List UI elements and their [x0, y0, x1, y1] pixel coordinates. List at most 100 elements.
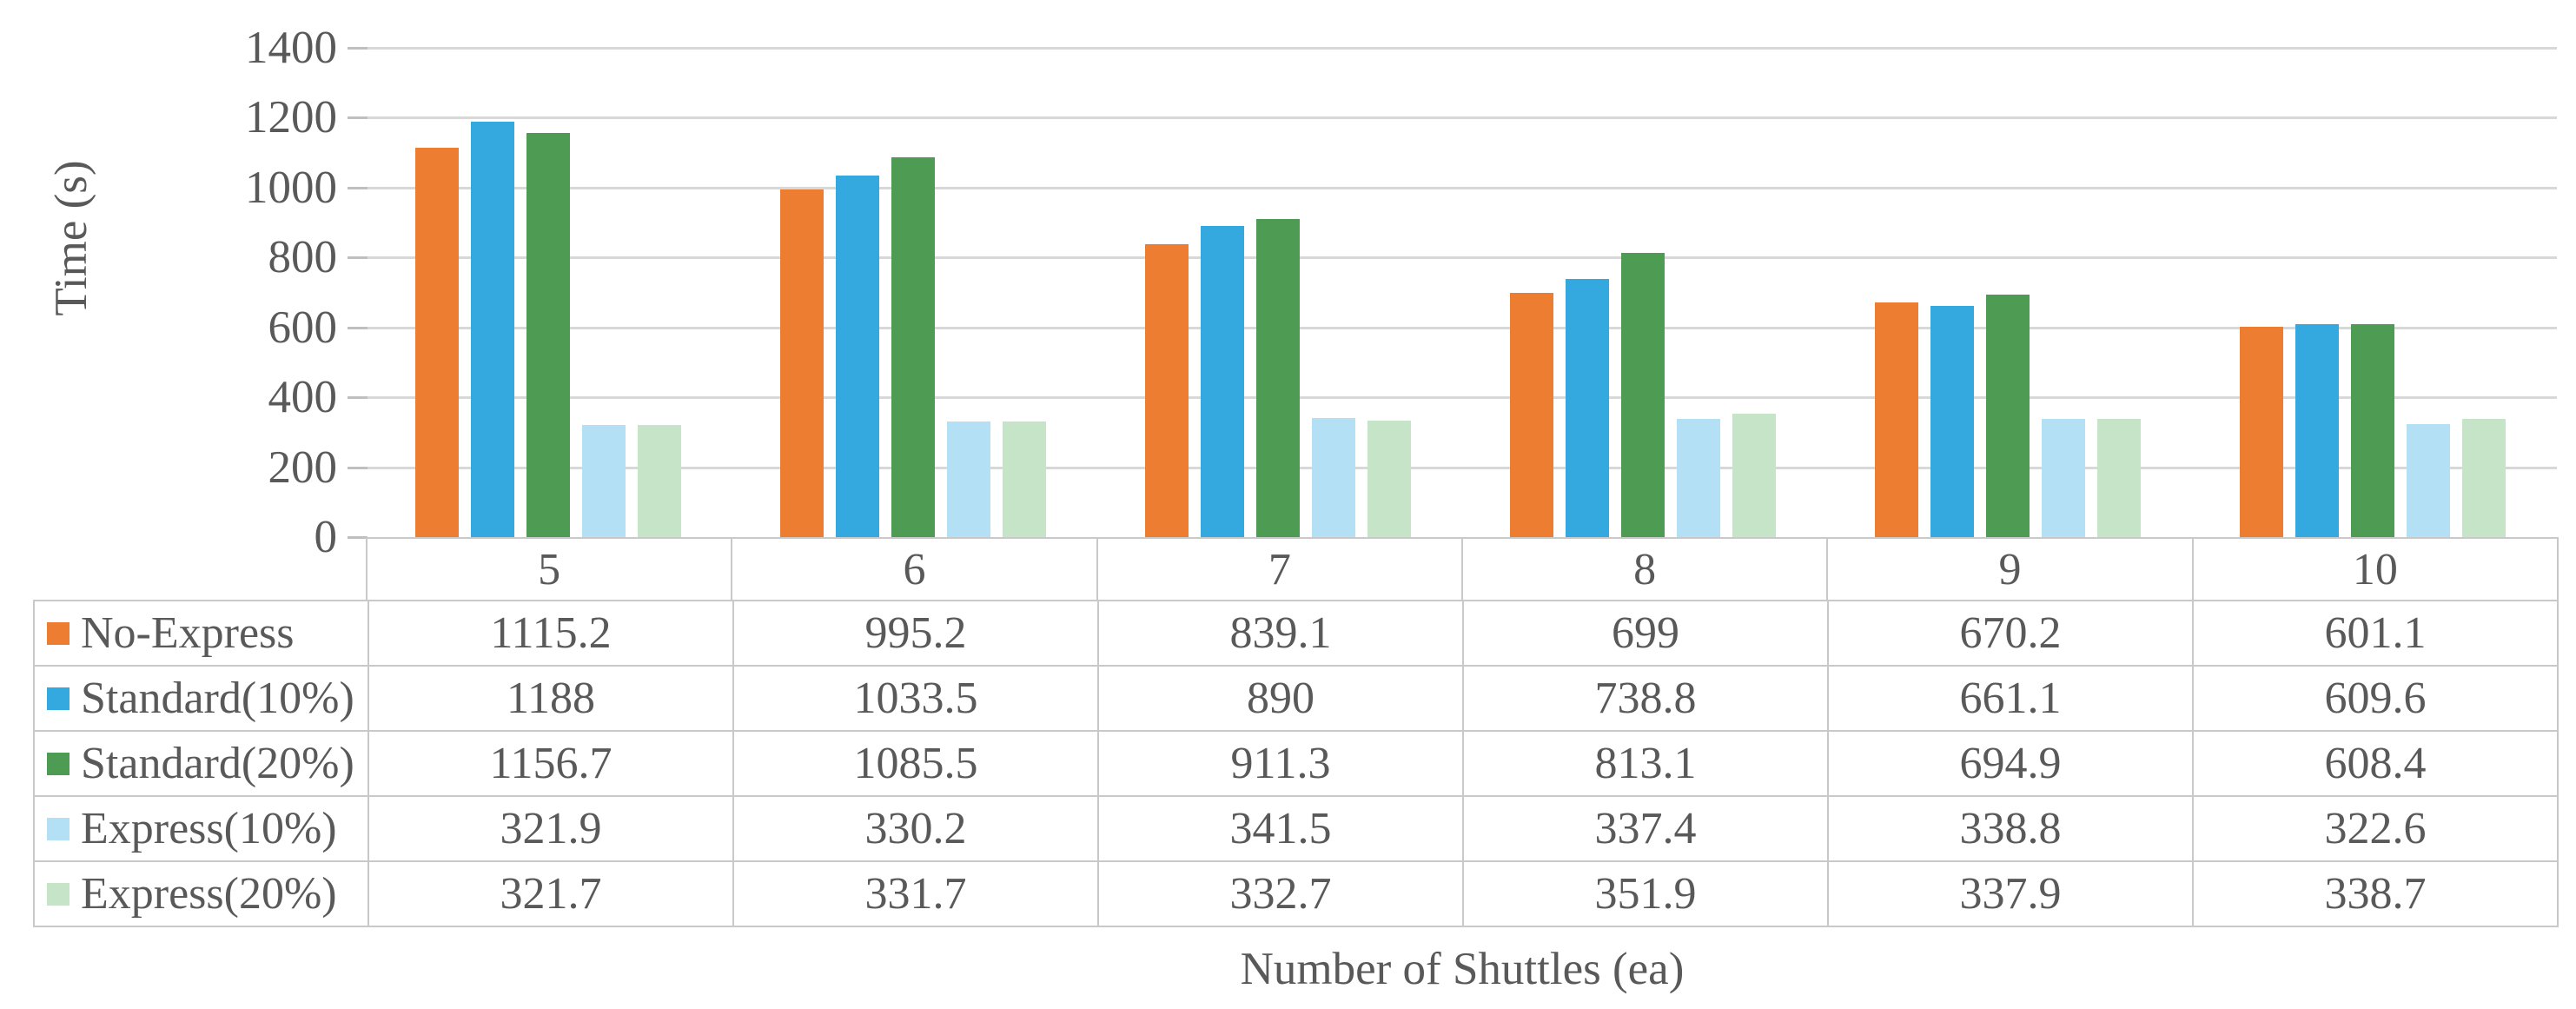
bar-standard-10-10 — [2295, 323, 2339, 537]
bar-no-express-7 — [1145, 243, 1189, 537]
value-cell-5: 321.7 — [369, 862, 732, 926]
bar-express-20-8 — [1732, 414, 1776, 537]
y-tick-mark-1000 — [348, 187, 368, 189]
value-cell-10: 608.4 — [2194, 732, 2557, 795]
legend-cell-express-10: Express(10%) — [35, 797, 368, 860]
y-axis-title: Time (s) — [46, 160, 96, 316]
legend-swatch — [47, 621, 70, 645]
legend-swatch — [47, 817, 70, 840]
bar-express-20-7 — [1367, 421, 1411, 537]
legend-label: No-Express — [81, 608, 295, 658]
value-cell-9: 338.8 — [1829, 797, 2192, 860]
bar-express-10-6 — [947, 422, 990, 537]
y-tick-mark-600 — [348, 327, 368, 329]
category-header-cell-5: 5 — [368, 539, 732, 600]
gridline-y-1400 — [368, 47, 2557, 50]
value-cell-8: 699 — [1464, 601, 1827, 665]
gridline-y-600 — [368, 327, 2557, 329]
bar-standard-10-8 — [1566, 278, 1609, 537]
gridline-y-400 — [368, 396, 2557, 399]
y-tick-label-800: 800 — [268, 232, 338, 282]
value-cell-8: 351.9 — [1464, 862, 1827, 926]
legend-swatch — [47, 687, 70, 710]
category-header-cell-9: 9 — [1828, 539, 2192, 600]
value-cell-7: 341.5 — [1099, 797, 1462, 860]
y-tick-label-1000: 1000 — [245, 163, 337, 213]
legend-label: Standard(10%) — [81, 674, 354, 723]
value-cell-10: 338.7 — [2194, 862, 2557, 926]
bar-standard-10-9 — [1930, 306, 1974, 537]
legend-swatch — [47, 882, 70, 906]
bar-no-express-6 — [780, 189, 824, 537]
y-tick-mark-400 — [348, 396, 368, 399]
value-cell-10: 322.6 — [2194, 797, 2557, 860]
bar-express-20-10 — [2462, 418, 2506, 537]
y-tick-label-200: 200 — [268, 442, 338, 493]
value-cell-6: 330.2 — [734, 797, 1097, 860]
bar-standard-20-10 — [2351, 324, 2394, 537]
legend-label: Express(20%) — [81, 869, 337, 919]
y-tick-mark-1400 — [348, 47, 368, 50]
category-header-cell-10: 10 — [2193, 539, 2557, 600]
bar-express-20-9 — [2097, 419, 2141, 537]
value-cell-5: 1156.7 — [369, 732, 732, 795]
bar-no-express-10 — [2240, 327, 2283, 537]
data-table-body: No-Express 1115.2 995.2 839.1 699 670.2 601.1 S… — [33, 600, 2559, 927]
y-tick-mark-200 — [348, 467, 368, 469]
value-cell-7: 911.3 — [1099, 732, 1462, 795]
y-tick-label-0: 0 — [314, 512, 338, 562]
bar-express-20-5 — [638, 424, 681, 537]
value-cell-6: 1085.5 — [734, 732, 1097, 795]
y-tick-mark-1200 — [348, 116, 368, 119]
y-tick-label-600: 600 — [268, 302, 338, 353]
legend-label: Express(10%) — [81, 804, 337, 853]
gridline-y-200 — [368, 467, 2557, 469]
bar-standard-10-7 — [1201, 226, 1244, 537]
bar-standard-20-8 — [1621, 253, 1665, 537]
bar-standard-10-6 — [836, 176, 879, 537]
value-cell-6: 995.2 — [734, 601, 1097, 665]
bar-standard-20-7 — [1256, 218, 1300, 537]
y-tick-label-1400: 1400 — [245, 23, 337, 73]
gridline-y-1000 — [368, 187, 2557, 189]
value-cell-6: 1033.5 — [734, 667, 1097, 730]
bar-express-10-5 — [582, 424, 626, 537]
value-cell-5: 1188 — [369, 667, 732, 730]
value-cell-8: 738.8 — [1464, 667, 1827, 730]
value-cell-9: 661.1 — [1829, 667, 2192, 730]
bar-standard-20-6 — [891, 157, 935, 537]
bar-no-express-5 — [415, 147, 459, 537]
value-cell-8: 337.4 — [1464, 797, 1827, 860]
y-tick-mark-800 — [348, 256, 368, 259]
legend-swatch — [47, 752, 70, 775]
bar-standard-10-5 — [471, 122, 514, 537]
data-table-header: 5 6 7 8 9 10 — [366, 537, 2559, 600]
bar-no-express-8 — [1510, 292, 1553, 537]
value-cell-5: 1115.2 — [369, 601, 732, 665]
legend-cell-express-20: Express(20%) — [35, 862, 368, 926]
value-cell-7: 890 — [1099, 667, 1462, 730]
bar-no-express-9 — [1875, 302, 1918, 537]
bar-express-10-7 — [1312, 417, 1355, 537]
x-axis-title: Number of Shuttles (ea) — [1240, 944, 1685, 994]
value-cell-8: 813.1 — [1464, 732, 1827, 795]
legend-cell-standard-20: Standard(20%) — [35, 732, 368, 795]
bar-express-10-9 — [2042, 418, 2085, 537]
value-cell-7: 332.7 — [1099, 862, 1462, 926]
category-header-cell-7: 7 — [1097, 539, 1461, 600]
legend-label: Standard(20%) — [81, 739, 354, 788]
bar-express-10-10 — [2407, 424, 2450, 537]
value-cell-9: 670.2 — [1829, 601, 2192, 665]
y-tick-label-400: 400 — [268, 372, 338, 422]
value-cell-6: 331.7 — [734, 862, 1097, 926]
bar-standard-20-5 — [526, 132, 570, 537]
bar-express-10-8 — [1677, 419, 1720, 537]
value-cell-9: 694.9 — [1829, 732, 2192, 795]
bar-standard-20-9 — [1986, 294, 2030, 537]
value-cell-5: 321.9 — [369, 797, 732, 860]
legend-cell-no-express: No-Express — [35, 601, 368, 665]
y-tick-label-1200: 1200 — [245, 92, 337, 143]
gridline-y-800 — [368, 256, 2557, 259]
category-header-cell-6: 6 — [732, 539, 1096, 600]
